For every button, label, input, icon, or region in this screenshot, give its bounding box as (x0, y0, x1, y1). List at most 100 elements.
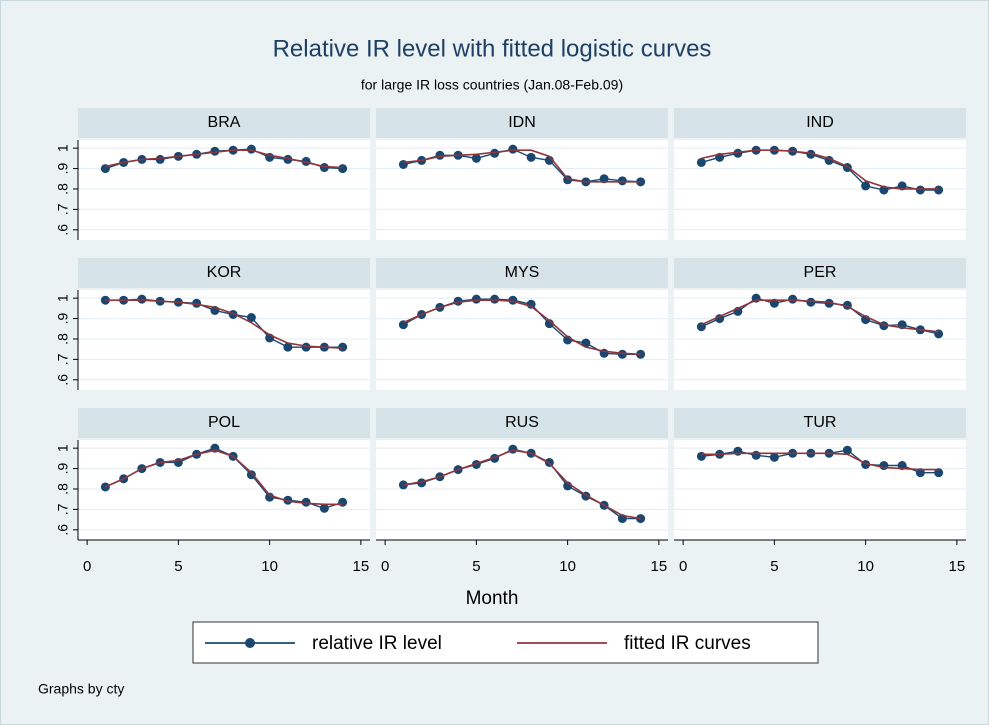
data-point (246, 144, 256, 154)
panel-header (674, 408, 966, 438)
fitted-line (701, 452, 939, 471)
y-tick-label: .8 (55, 483, 71, 495)
panel-header (376, 408, 668, 438)
y-tick-label: .9 (55, 163, 71, 175)
x-tick-label: 10 (261, 558, 278, 575)
data-point (301, 342, 311, 352)
data-point (155, 154, 165, 164)
data-point (751, 450, 761, 460)
chart-subtitle: for large IR loss countries (Jan.08-Feb.… (361, 77, 623, 93)
legend-label: fitted IR curves (624, 633, 751, 654)
data-point (617, 349, 627, 359)
data-point (192, 298, 202, 308)
data-point (696, 157, 706, 167)
data-point (915, 185, 925, 195)
panel-title: RUS (505, 414, 539, 431)
plot-area (376, 290, 668, 390)
plot-area (376, 140, 668, 240)
data-point (824, 298, 834, 308)
panel-header (78, 108, 370, 138)
y-tick-label: .6 (55, 374, 71, 386)
data-point (137, 294, 147, 304)
y-tick-label: .6 (55, 524, 71, 536)
y-tick-label: .7 (55, 203, 71, 215)
panel-header (78, 258, 370, 288)
panel-title: IND (806, 114, 834, 131)
fitted-line (701, 149, 939, 190)
data-point (283, 154, 293, 164)
data-point (490, 148, 500, 158)
data-point (733, 446, 743, 456)
panel-title: POL (208, 414, 240, 431)
data-point (769, 298, 779, 308)
fitted-line (403, 149, 641, 183)
fitted-line (105, 299, 343, 349)
panel-header (674, 108, 966, 138)
panel-title: IDN (508, 114, 536, 131)
legend-label: relative IR level (312, 633, 442, 654)
data-point (861, 181, 871, 191)
x-axis-title: Month (466, 588, 519, 609)
note: Graphs by cty (38, 681, 124, 697)
data-point (508, 444, 518, 454)
panel-title: MYS (505, 264, 540, 281)
data-point (617, 176, 627, 186)
data-point (696, 451, 706, 461)
x-tick-label: 10 (857, 558, 874, 575)
data-point (471, 153, 481, 163)
data-point (490, 294, 500, 304)
data-point (319, 503, 329, 513)
fitted-line (105, 149, 343, 169)
legend-marker (245, 638, 255, 648)
data-point (265, 492, 275, 502)
data-point (934, 185, 944, 195)
data-point (879, 461, 889, 471)
x-tick-label: 15 (949, 558, 966, 575)
data-point (563, 175, 573, 185)
y-tick-label: .8 (55, 333, 71, 345)
y-tick-label: 1 (55, 444, 71, 452)
x-tick-label: 10 (559, 558, 576, 575)
y-tick-label: .7 (55, 353, 71, 365)
y-tick-label: .9 (55, 463, 71, 475)
data-point (526, 152, 536, 162)
panel-title: BRA (208, 114, 241, 131)
data-point (544, 319, 554, 329)
data-point (599, 174, 609, 184)
panel-header (376, 108, 668, 138)
data-point (319, 163, 329, 173)
data-point (210, 146, 220, 156)
y-tick-label: .7 (55, 503, 71, 515)
data-point (283, 342, 293, 352)
x-tick-label: 0 (83, 558, 91, 575)
data-point (806, 297, 816, 307)
data-point (246, 470, 256, 480)
plot-area (78, 140, 370, 240)
panel-title: TUR (804, 414, 837, 431)
x-tick-label: 0 (381, 558, 389, 575)
panel-header (674, 258, 966, 288)
data-point (283, 495, 293, 505)
data-point (934, 468, 944, 478)
fitted-line (701, 299, 939, 333)
data-point (842, 445, 852, 455)
fitted-line (105, 449, 343, 506)
data-point (338, 164, 348, 174)
data-point (788, 294, 798, 304)
data-point (526, 299, 536, 309)
y-tick-label: 1 (55, 144, 71, 152)
data-point (301, 497, 311, 507)
x-tick-label: 15 (651, 558, 668, 575)
x-tick-label: 5 (770, 558, 778, 575)
chart-title: Relative IR level with fitted logistic c… (273, 35, 712, 62)
plot-area (674, 290, 966, 390)
panel-header (78, 408, 370, 438)
data-point (733, 148, 743, 158)
x-tick-label: 5 (174, 558, 182, 575)
data-point (508, 295, 518, 305)
panel-title: PER (804, 264, 837, 281)
y-tick-label: 1 (55, 294, 71, 302)
panel-header (376, 258, 668, 288)
y-tick-label: .6 (55, 224, 71, 236)
